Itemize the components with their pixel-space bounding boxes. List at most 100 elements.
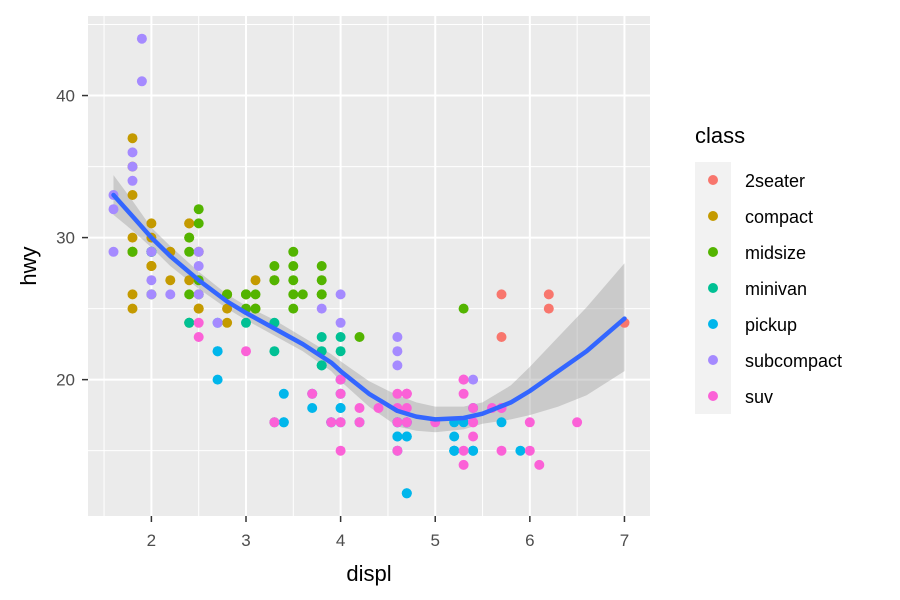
legend-label-pickup: pickup bbox=[745, 315, 797, 335]
point-subcompact bbox=[127, 175, 138, 186]
point-suv bbox=[572, 417, 583, 428]
point-2seater bbox=[543, 289, 554, 300]
point-midsize bbox=[288, 289, 299, 300]
point-suv bbox=[496, 445, 507, 456]
legend-key-minivan bbox=[708, 283, 718, 293]
point-suv bbox=[524, 445, 535, 456]
point-suv bbox=[468, 403, 479, 413]
point-2seater bbox=[496, 332, 507, 342]
point-subcompact bbox=[193, 246, 204, 257]
point-subcompact bbox=[146, 275, 157, 286]
point-suv bbox=[458, 374, 469, 385]
legend-item-subcompact: subcompact bbox=[708, 351, 842, 371]
smooth-line-layer bbox=[111, 192, 627, 422]
legend-item-minivan: minivan bbox=[708, 279, 807, 299]
point-compact bbox=[165, 275, 176, 286]
point-midsize bbox=[316, 275, 327, 286]
point-minivan bbox=[335, 346, 346, 357]
point-subcompact bbox=[392, 360, 403, 371]
point-pickup bbox=[515, 445, 526, 456]
point-suv bbox=[307, 388, 318, 399]
point-2seater bbox=[496, 289, 507, 300]
point-midsize bbox=[288, 275, 299, 286]
point-suv bbox=[401, 417, 412, 428]
point-compact bbox=[127, 190, 138, 200]
x-axis-title: displ bbox=[346, 561, 391, 586]
point-subcompact bbox=[146, 289, 157, 300]
point-suv bbox=[326, 417, 337, 428]
point-pickup bbox=[449, 445, 460, 456]
legend-item-2seater: 2seater bbox=[708, 171, 805, 191]
legend-key-pickup bbox=[708, 319, 718, 329]
point-suv bbox=[458, 445, 469, 456]
point-subcompact bbox=[392, 346, 403, 357]
legend-label-2seater: 2seater bbox=[745, 171, 805, 191]
series-2seater bbox=[496, 289, 630, 342]
point-subcompact bbox=[335, 317, 346, 328]
point-subcompact bbox=[108, 246, 119, 257]
point-compact bbox=[146, 261, 157, 271]
point-minivan bbox=[184, 317, 195, 328]
point-midsize bbox=[288, 261, 299, 271]
legend-key-compact bbox=[708, 211, 718, 221]
point-compact bbox=[127, 133, 138, 144]
point-midsize bbox=[458, 303, 469, 314]
legend-item-pickup: pickup bbox=[708, 315, 797, 335]
point-compact bbox=[127, 289, 138, 300]
point-midsize bbox=[193, 204, 204, 215]
point-subcompact bbox=[127, 147, 138, 158]
point-suv bbox=[534, 459, 545, 470]
point-midsize bbox=[269, 275, 280, 286]
x-tick-label: 6 bbox=[525, 531, 534, 550]
point-subcompact bbox=[193, 289, 204, 300]
series-subcompact bbox=[108, 33, 479, 385]
legend-item-suv: suv bbox=[708, 387, 773, 407]
point-midsize bbox=[241, 289, 251, 300]
point-pickup bbox=[449, 431, 460, 442]
point-compact bbox=[184, 218, 195, 229]
point-midsize bbox=[316, 261, 327, 271]
point-suv bbox=[458, 459, 469, 470]
point-compact bbox=[127, 303, 138, 314]
point-pickup bbox=[278, 388, 289, 399]
x-tick-label: 7 bbox=[620, 531, 629, 550]
point-subcompact bbox=[193, 261, 204, 271]
legend: class 2seater compact midsize minivan pickup… bbox=[695, 123, 842, 414]
point-suv bbox=[193, 332, 204, 342]
point-midsize bbox=[354, 332, 365, 342]
point-pickup bbox=[278, 417, 289, 428]
series-minivan bbox=[184, 317, 346, 428]
legend-key-suv bbox=[708, 391, 718, 401]
point-midsize bbox=[269, 261, 280, 271]
point-pickup bbox=[335, 403, 346, 413]
legend-title: class bbox=[695, 123, 745, 148]
point-suv bbox=[468, 431, 479, 442]
point-midsize bbox=[316, 289, 327, 300]
point-suv bbox=[335, 388, 346, 399]
point-suv bbox=[335, 445, 346, 456]
point-pickup bbox=[468, 445, 479, 456]
point-compact bbox=[222, 303, 233, 314]
point-pickup bbox=[307, 403, 318, 413]
point-subcompact bbox=[146, 246, 157, 257]
legend-label-minivan: minivan bbox=[745, 279, 807, 299]
point-subcompact bbox=[136, 33, 147, 44]
legend-label-suv: suv bbox=[745, 387, 773, 407]
point-suv bbox=[269, 417, 280, 428]
point-pickup bbox=[401, 431, 412, 442]
point-subcompact bbox=[108, 204, 119, 215]
point-midsize bbox=[193, 218, 204, 229]
x-tick-label: 4 bbox=[336, 531, 345, 550]
legend-items: 2seater compact midsize minivan pickup subcom… bbox=[708, 171, 842, 407]
legend-key-midsize bbox=[708, 247, 718, 257]
point-suv bbox=[458, 388, 469, 399]
point-minivan bbox=[316, 332, 327, 342]
point-compact bbox=[250, 275, 261, 286]
y-axis: 20 30 40 bbox=[56, 87, 88, 390]
point-minivan bbox=[241, 317, 251, 328]
point-subcompact bbox=[212, 317, 223, 328]
point-suv bbox=[468, 417, 479, 428]
point-subcompact bbox=[127, 161, 138, 172]
point-suv bbox=[354, 417, 365, 428]
point-midsize bbox=[288, 246, 299, 257]
